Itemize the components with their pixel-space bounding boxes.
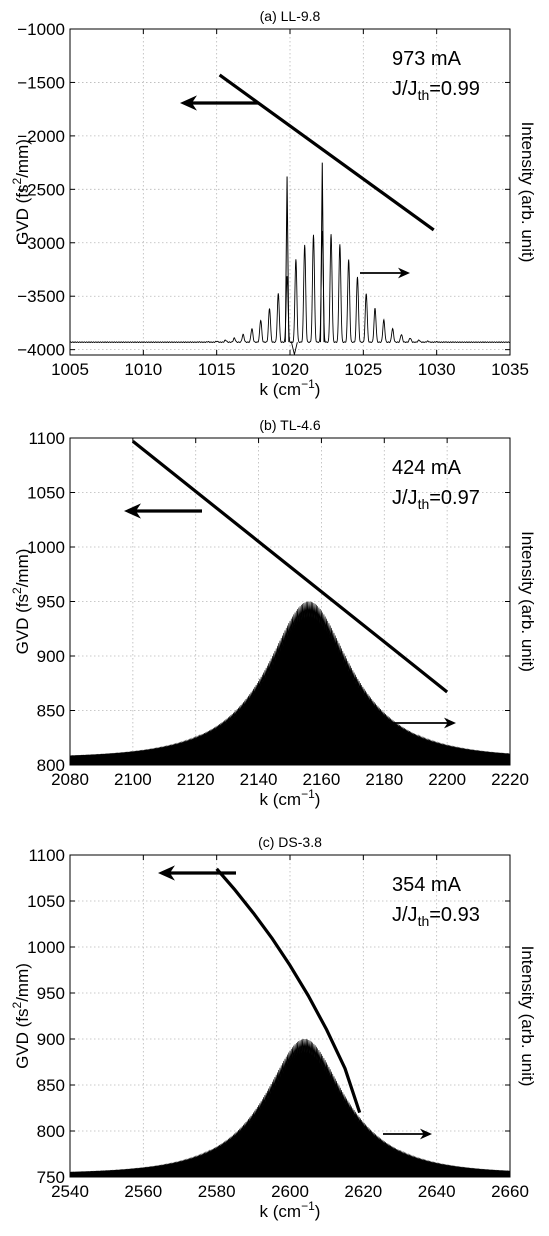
y-tick-label: −3000 <box>17 234 65 253</box>
gvd-curve <box>131 440 449 694</box>
panel-b: (b) TL-4.6 2080 2100 2120 2140 2160 2180 2200 22… <box>10 417 537 809</box>
y-tick-label: 1100 <box>28 846 65 865</box>
x-tick-label: 2600 <box>271 1182 309 1201</box>
panel-a: (a) LL-9.8 1005 1010 1015 1020 1025 1030 1035 −4… <box>10 8 537 399</box>
x-tick-label: 2640 <box>418 1182 456 1201</box>
left-axis-arrow-head <box>158 865 175 881</box>
right-axis-label: Intensity (arb. unit) <box>518 122 537 263</box>
y-tick-label: 800 <box>37 1122 65 1141</box>
x-tick-label: 1020 <box>271 360 309 379</box>
spectrum-peak <box>320 162 325 343</box>
spectrum-peak <box>284 176 290 343</box>
x-tick-label: 1035 <box>491 360 529 379</box>
x-axis-label: k (cm−1) <box>260 787 321 809</box>
right-axis-arrow-head <box>420 1128 432 1140</box>
x-tick-label: 1015 <box>198 360 236 379</box>
right-axis-label: Intensity (arb. unit) <box>518 531 537 672</box>
y-tick-label: −2000 <box>17 127 65 146</box>
y-axis-label: GVD (fs2/mm) <box>10 549 32 655</box>
ratio-value: =0.93 <box>429 904 480 926</box>
x-tick-label: 2660 <box>491 1182 529 1201</box>
threshold-ratio-annotation: J/Jth=0.97 <box>392 487 480 512</box>
panel-c: (c) DS-3.8 2540 2560 2580 2600 2620 2640 2660 75… <box>10 834 537 1221</box>
y-axis-label: GVD (fs2/mm) <box>10 139 32 245</box>
current-annotation: 354 mA <box>392 874 462 896</box>
y-tick-label: 900 <box>37 1030 65 1049</box>
spectrum-fill <box>69 1038 511 1178</box>
y-axis-label: GVD (fs2/mm) <box>10 963 32 1069</box>
y-tick-label: 1000 <box>27 938 65 957</box>
y-tick-label: 900 <box>37 647 65 666</box>
current-annotation: 424 mA <box>392 457 462 479</box>
x-tick-label: 2560 <box>124 1182 162 1201</box>
y-tick-label: 950 <box>37 984 65 1003</box>
x-tick-label: 1030 <box>418 360 456 379</box>
chart-title: (c) DS-3.8 <box>258 834 322 850</box>
right-axis-arrow-head <box>444 717 456 729</box>
gvd-curve <box>215 867 362 1114</box>
x-tick-label: 2580 <box>198 1182 236 1201</box>
x-tick-label: 2180 <box>365 770 403 789</box>
x-tick-label: 2140 <box>240 770 278 789</box>
y-tick-label: 750 <box>37 1168 65 1187</box>
spectrum-dip <box>291 342 298 355</box>
y-tick-label: 1000 <box>27 538 65 557</box>
threshold-ratio-annotation: J/Jth=0.99 <box>392 78 480 103</box>
y-tick-label: 850 <box>37 702 65 721</box>
ratio-value: =0.97 <box>429 487 480 509</box>
spectrum-fill <box>69 601 511 766</box>
x-tick-label: 2200 <box>428 770 466 789</box>
left-axis-arrow-head <box>124 503 141 519</box>
y-tick-label: 1100 <box>28 429 65 448</box>
y-tick-label: 800 <box>37 756 65 775</box>
x-tick-label: 2080 <box>51 770 89 789</box>
y-tick-label: −4000 <box>17 341 65 360</box>
x-tick-label: 2100 <box>114 770 152 789</box>
y-tick-label: 850 <box>37 1076 65 1095</box>
x-axis-label: k (cm−1) <box>260 1199 321 1221</box>
y-tick-label: 1050 <box>27 484 65 503</box>
x-tick-label: 2160 <box>303 770 341 789</box>
chart-title: (a) LL-9.8 <box>260 8 321 24</box>
x-tick-label: 2120 <box>177 770 215 789</box>
x-tick-label: 2540 <box>51 1182 89 1201</box>
left-axis-arrow-head <box>180 95 197 111</box>
y-tick-label: −2500 <box>17 180 65 199</box>
threshold-ratio-annotation: J/Jth=0.93 <box>392 904 480 929</box>
x-tick-label: 1005 <box>51 360 89 379</box>
right-axis-arrow-head <box>398 267 410 279</box>
x-tick-label: 2220 <box>491 770 529 789</box>
x-tick-label: 2620 <box>344 1182 382 1201</box>
y-tick-label: −1000 <box>17 20 65 39</box>
right-axis-label: Intensity (arb. unit) <box>518 946 537 1087</box>
y-tick-label: 950 <box>37 593 65 612</box>
y-tick-label: −3500 <box>17 287 65 306</box>
gvd-curve <box>218 73 435 232</box>
x-axis-label: k (cm−1) <box>260 377 321 399</box>
ratio-value: =0.99 <box>429 78 480 100</box>
chart-title: (b) TL-4.6 <box>259 417 320 433</box>
current-annotation: 973 mA <box>392 48 462 70</box>
x-tick-label: 1010 <box>124 360 162 379</box>
y-tick-label: 1050 <box>27 892 65 911</box>
y-tick-label: −1500 <box>17 73 65 92</box>
x-tick-label: 1025 <box>344 360 382 379</box>
spectrum-trace <box>69 230 511 344</box>
